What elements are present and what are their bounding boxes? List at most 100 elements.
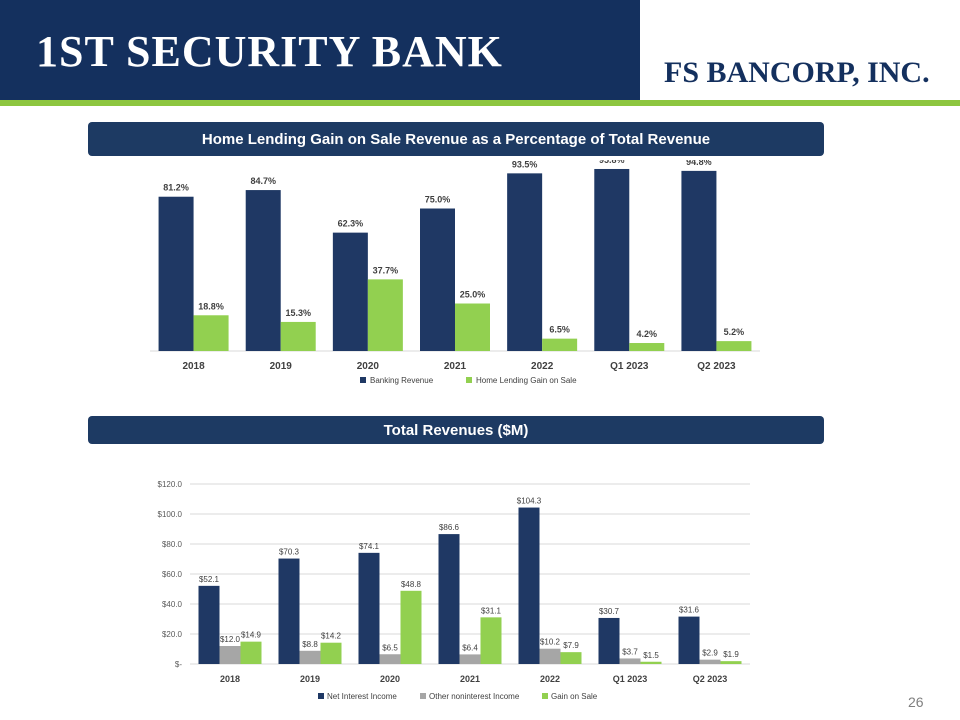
legend-swatch [420,693,426,699]
bar [219,646,241,664]
bar [619,658,641,664]
data-label: 95.8% [599,160,625,165]
bar [518,507,540,664]
bar [438,534,460,664]
bar [332,232,368,351]
data-label: $1.5 [643,651,659,660]
first-security-bank-logo: 1ST SECURITY BANK [36,27,503,76]
bar [198,585,220,664]
tick-label: 2021 [444,361,467,372]
y-tick-label: $80.0 [162,540,183,549]
bar [358,552,380,664]
data-label: $6.5 [382,643,398,652]
data-label: $2.9 [702,649,718,658]
legend-entry: Net Interest Income [327,692,397,701]
bar [629,343,665,351]
data-label: $52.1 [199,575,220,584]
bar [681,170,717,351]
chart1-title-bar: Home Lending Gain on Sale Revenue as a P… [88,122,824,156]
bar [320,642,342,664]
y-tick-label: $120.0 [158,480,183,489]
legend-entry: Gain on Sale [551,692,598,701]
bar [280,321,316,351]
bar [598,617,620,664]
bar [400,590,422,664]
data-label: 5.2% [724,327,745,337]
data-label: $30.7 [599,607,620,616]
tick-label: Q2 2023 [693,674,728,684]
y-tick-label: $- [175,660,182,669]
header-accent-stripe [0,100,960,106]
bar [367,279,403,351]
tick-label: 2020 [380,674,400,684]
legend-entry: Banking Revenue [370,376,434,385]
data-label: 4.2% [637,329,658,339]
bar [299,650,321,664]
data-label: $3.7 [622,647,638,656]
data-label: $7.9 [563,641,579,650]
bar [507,173,543,351]
data-label: 75.0% [425,195,451,205]
bar [379,654,401,664]
data-label: $1.9 [723,650,739,659]
tick-label: 2018 [182,361,205,372]
tick-label: Q1 2023 [613,674,648,684]
bar [640,661,662,664]
data-label: 18.8% [198,301,224,311]
data-label: $14.9 [241,631,262,640]
data-label: $48.8 [401,580,422,589]
bar [459,654,481,664]
chart2-title: Total Revenues ($M) [383,421,529,439]
data-label: $104.3 [517,497,542,506]
tick-label: 2020 [357,361,380,372]
data-label: 62.3% [338,219,364,229]
bar [594,168,630,351]
y-tick-label: $100.0 [158,510,183,519]
page-number: 26 [908,694,924,710]
tick-label: 2022 [531,361,554,372]
data-label: 25.0% [460,290,486,300]
chart1-title: Home Lending Gain on Sale Revenue as a P… [201,130,711,148]
bar [420,208,455,351]
data-label: 84.7% [250,176,276,186]
data-label: 93.5% [512,160,538,169]
bar [678,616,700,664]
tick-label: 2019 [270,361,293,372]
data-label: $10.2 [540,638,561,647]
gain-on-sale-percentage-chart: 81.2% 18.8% 2018 84.7% 15.3% 2019 62.3% 37.7% 20… [150,160,760,385]
header-divider [640,0,642,100]
data-label: $31.6 [679,606,700,615]
y-tick-label: $60.0 [162,570,183,579]
tick-label: Q2 2023 [697,361,736,372]
bar [455,303,490,351]
data-label: $12.0 [220,635,241,644]
data-label: $6.4 [462,643,478,652]
legend-entry: Home Lending Gain on Sale [476,376,577,385]
y-tick-label: $40.0 [162,600,183,609]
data-label: 94.8% [686,160,712,167]
bar [480,617,502,664]
data-label: 37.7% [373,265,399,275]
data-label: 6.5% [549,325,570,335]
data-label: 81.2% [163,183,189,193]
y-tick-label: $20.0 [162,630,183,639]
legend-swatch [542,693,548,699]
bar [539,648,561,664]
tick-label: Q1 2023 [610,361,649,372]
data-label: 15.3% [285,308,311,318]
legend-swatch [318,693,324,699]
legend-entry: Other noninterest Income [429,692,520,701]
data-label: $86.6 [439,523,460,532]
bar [193,315,229,351]
total-revenues-chart: $- $20.0 $40.0 $60.0 $80.0 $100.0 $120.0 $52.1 $… [158,480,750,701]
tick-label: 2022 [540,674,560,684]
bar [699,659,721,664]
tick-label: 2018 [220,674,240,684]
data-label: $70.3 [279,548,300,557]
bar [542,338,578,351]
bar [560,652,582,664]
bar [278,558,300,664]
data-label: $14.2 [321,632,342,641]
bar [245,190,281,351]
header-banner [0,0,640,100]
